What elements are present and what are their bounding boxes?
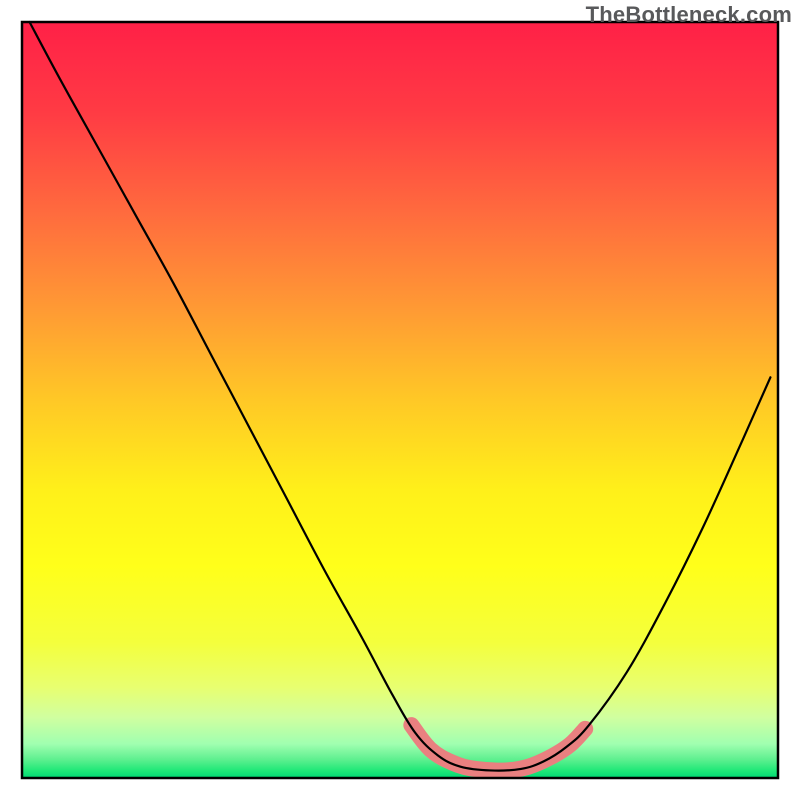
bottleneck-chart [0, 0, 800, 800]
watermark-label: TheBottleneck.com [586, 2, 792, 28]
chart-background [22, 22, 778, 778]
